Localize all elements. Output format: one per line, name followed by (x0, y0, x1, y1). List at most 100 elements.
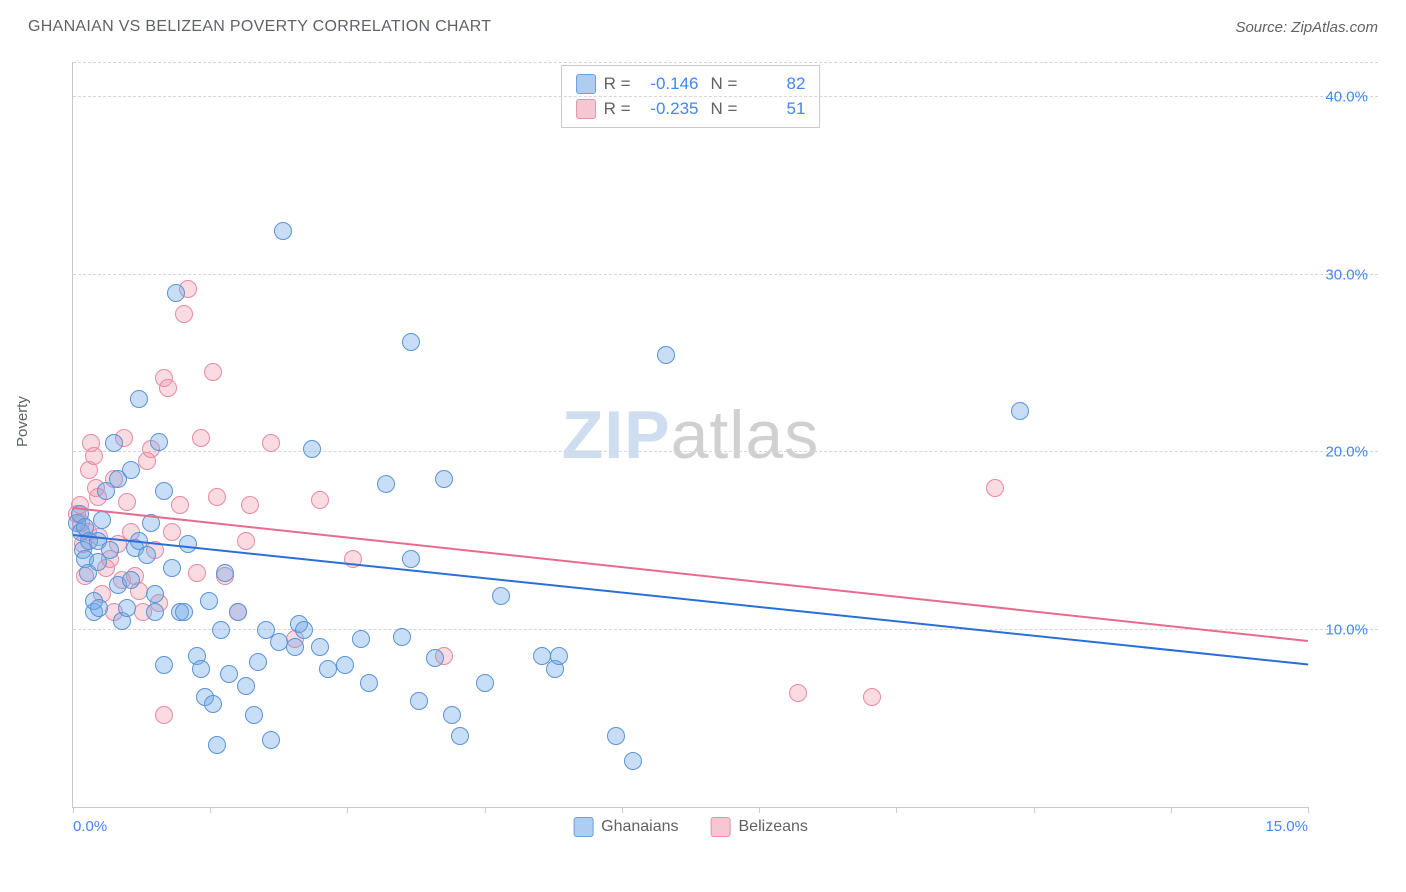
x-tick (622, 807, 623, 813)
legend-label: Belizeans (739, 818, 808, 836)
scatter-point (286, 638, 304, 656)
scatter-point (200, 592, 218, 610)
chart-container: Poverty ZIPatlas R = -0.146 N = 82 R = -… (28, 50, 1378, 864)
scatter-point (319, 660, 337, 678)
y-tick-label: 20.0% (1325, 444, 1368, 461)
scatter-point (146, 585, 164, 603)
scatter-point (155, 482, 173, 500)
scatter-point (188, 564, 206, 582)
y-axis-label: Poverty (14, 396, 31, 447)
scatter-point (241, 496, 259, 514)
scatter-point (262, 731, 280, 749)
scatter-point (402, 333, 420, 351)
corr-r-label: R = (604, 97, 631, 122)
scatter-point (118, 493, 136, 511)
scatter-point (607, 727, 625, 745)
scatter-point (212, 621, 230, 639)
scatter-point (150, 433, 168, 451)
scatter-point (410, 692, 428, 710)
scatter-point (167, 284, 185, 302)
watermark-atlas: atlas (671, 397, 820, 473)
scatter-point (155, 656, 173, 674)
trend-line (73, 507, 1308, 642)
scatter-point (789, 684, 807, 702)
swatch-belizeans (711, 817, 731, 837)
corr-n-label: N = (711, 72, 738, 97)
scatter-point (220, 665, 238, 683)
scatter-point (402, 550, 420, 568)
swatch-belizeans (576, 99, 596, 119)
scatter-point (311, 638, 329, 656)
corr-n-label: N = (711, 97, 738, 122)
scatter-point (245, 706, 263, 724)
y-tick-label: 30.0% (1325, 266, 1368, 283)
x-tick-label: 0.0% (73, 818, 107, 835)
watermark: ZIPatlas (562, 396, 819, 474)
x-tick (1171, 807, 1172, 813)
scatter-point (216, 564, 234, 582)
corr-row-belizeans: R = -0.235 N = 51 (576, 97, 806, 122)
x-tick (347, 807, 348, 813)
scatter-point (237, 677, 255, 695)
scatter-point (163, 559, 181, 577)
scatter-point (204, 363, 222, 381)
scatter-point (435, 470, 453, 488)
scatter-point (451, 727, 469, 745)
scatter-point (249, 653, 267, 671)
legend-item-belizeans: Belizeans (711, 817, 808, 837)
scatter-point (85, 447, 103, 465)
source-label: Source: ZipAtlas.com (1235, 19, 1378, 36)
scatter-point (550, 647, 568, 665)
chart-title: GHANAIAN VS BELIZEAN POVERTY CORRELATION… (28, 18, 491, 36)
scatter-point (229, 603, 247, 621)
x-tick (1034, 807, 1035, 813)
scatter-point (105, 434, 123, 452)
swatch-ghanaians (576, 74, 596, 94)
scatter-point (204, 695, 222, 713)
series-legend: Ghanaians Belizeans (573, 817, 808, 837)
x-tick-label: 15.0% (1265, 818, 1308, 835)
scatter-point (352, 630, 370, 648)
scatter-point (122, 571, 140, 589)
legend-item-ghanaians: Ghanaians (573, 817, 678, 837)
scatter-point (192, 660, 210, 678)
corr-r-label: R = (604, 72, 631, 97)
x-tick (1308, 807, 1309, 813)
scatter-point (175, 305, 193, 323)
scatter-point (101, 541, 119, 559)
x-tick (896, 807, 897, 813)
scatter-point (122, 461, 140, 479)
corr-n-belizeans: 51 (745, 97, 805, 122)
scatter-point (90, 599, 108, 617)
corr-n-ghanaians: 82 (745, 72, 805, 97)
scatter-point (159, 379, 177, 397)
scatter-point (155, 706, 173, 724)
scatter-point (262, 434, 280, 452)
scatter-point (208, 488, 226, 506)
scatter-point (624, 752, 642, 770)
scatter-point (426, 649, 444, 667)
corr-r-belizeans: -0.235 (639, 97, 699, 122)
scatter-point (192, 429, 210, 447)
x-tick (73, 807, 74, 813)
scatter-point (393, 628, 411, 646)
scatter-point (336, 656, 354, 674)
scatter-point (295, 621, 313, 639)
scatter-point (492, 587, 510, 605)
scatter-point (443, 706, 461, 724)
scatter-point (163, 523, 181, 541)
scatter-point (146, 603, 164, 621)
corr-row-ghanaians: R = -0.146 N = 82 (576, 72, 806, 97)
scatter-point (93, 511, 111, 529)
grid-line (73, 274, 1378, 275)
scatter-point (118, 599, 136, 617)
x-tick (759, 807, 760, 813)
legend-label: Ghanaians (601, 818, 678, 836)
plot-area: ZIPatlas R = -0.146 N = 82 R = -0.235 N … (72, 62, 1308, 808)
scatter-point (476, 674, 494, 692)
corr-r-ghanaians: -0.146 (639, 72, 699, 97)
scatter-point (1011, 402, 1029, 420)
x-tick (485, 807, 486, 813)
scatter-point (303, 440, 321, 458)
scatter-point (175, 603, 193, 621)
